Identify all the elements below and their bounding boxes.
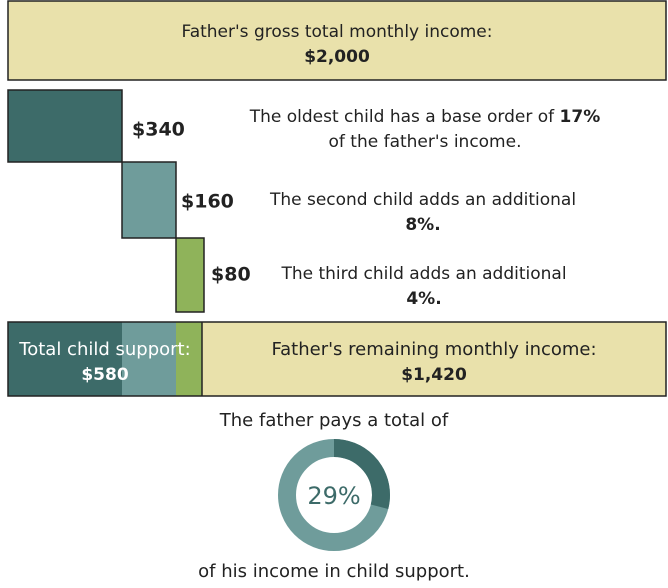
- child1-text2: of the father's income.: [329, 132, 522, 152]
- total-amount: $580: [81, 365, 128, 385]
- gross-amount: $2,000: [304, 47, 370, 67]
- child3-amount: $80: [211, 264, 251, 286]
- remaining-label: Father's remaining monthly income:: [271, 339, 596, 360]
- child3-text: The third child adds an additional: [280, 264, 566, 284]
- total-label: Total child support:: [18, 339, 190, 360]
- total-seg2: [122, 322, 176, 396]
- donut-hole: [298, 459, 370, 531]
- total-seg1: [8, 322, 122, 396]
- child3-percent: 4%.: [406, 289, 441, 309]
- remaining-box: [202, 322, 666, 396]
- gross-income-box: [7, 0, 667, 81]
- gross-label: Father's gross total monthly income:: [181, 22, 492, 42]
- child1-desc: The oldest child has a base order of 17%: [249, 107, 601, 127]
- remaining-amount: $1,420: [401, 365, 467, 385]
- summary-percent: 29%: [307, 482, 360, 510]
- bottom-bar-border: [7, 321, 667, 397]
- summary-before: The father pays a total of: [219, 410, 449, 431]
- child1-text: The oldest child has a base order of: [249, 107, 555, 127]
- child2-text: The second child adds an additional: [269, 190, 576, 210]
- child1-percent: 17%: [560, 107, 601, 127]
- summary-after: of his income in child support.: [198, 561, 470, 582]
- child2-percent: 8%.: [405, 215, 440, 235]
- total-seg3: [176, 322, 202, 396]
- child1-amount: $340: [132, 119, 185, 141]
- child3-block: [175, 237, 205, 313]
- child2-block: [121, 161, 177, 239]
- child1-block: [7, 89, 123, 163]
- donut-arc: [278, 439, 390, 551]
- child2-amount: $160: [181, 191, 234, 213]
